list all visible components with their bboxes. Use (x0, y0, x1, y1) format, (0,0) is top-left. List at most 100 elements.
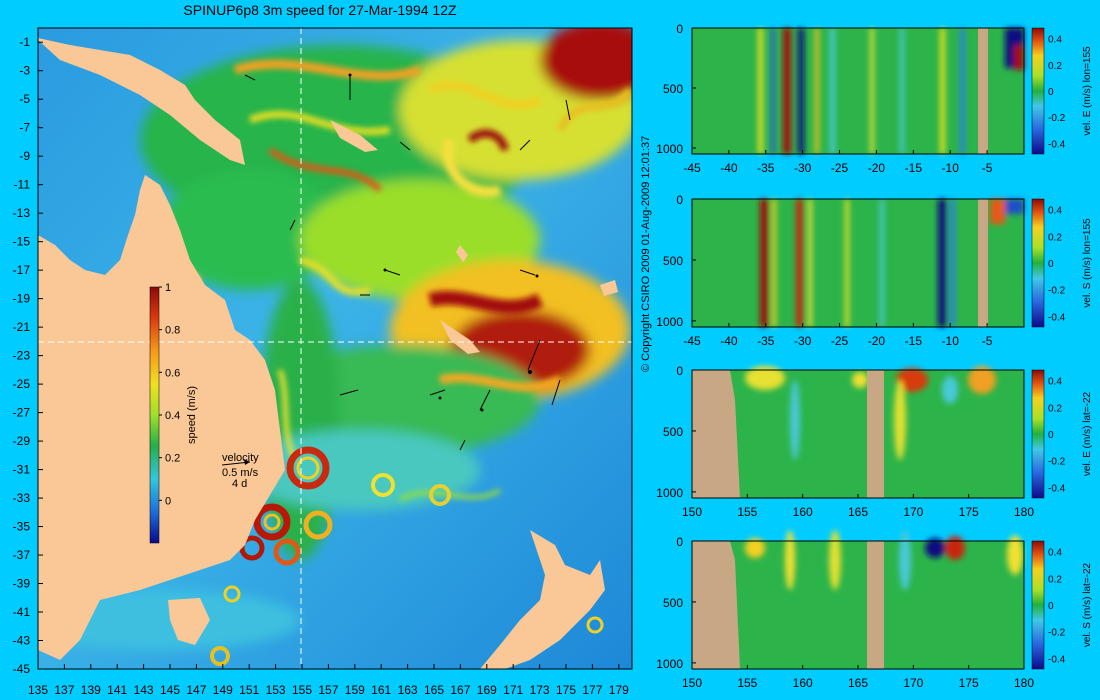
section-1-colorbar-tick: 0.4 (1048, 35, 1062, 46)
map-lon-tick-label: 143 (134, 683, 154, 697)
speed-colorbar-tick: 0.4 (165, 410, 180, 422)
map-lat-tick-label: -35 (13, 520, 31, 534)
section-3-x-tick-label: 160 (793, 505, 813, 519)
section-4-y-tick-label: 0 (676, 535, 683, 549)
map-lon-tick-label: 171 (503, 683, 523, 697)
colorbar-1 (1031, 27, 1045, 155)
section-3-colorbar-tick: 0 (1048, 430, 1054, 441)
section-3-colorbar-tick: 0.4 (1048, 377, 1062, 388)
section-2-colorbar-tick: -0.2 (1048, 286, 1066, 297)
section-2-y-tick-label: 0 (676, 193, 683, 207)
velocity-legend-arrowhead (244, 459, 250, 465)
section-4-x-tick-label: 175 (959, 676, 979, 690)
map-lon-tick-label: 139 (81, 683, 101, 697)
map-lat-tick-label: -13 (13, 206, 31, 220)
map-lon-tick-label: 135 (28, 683, 48, 697)
solomon-islands-land (330, 120, 378, 152)
map-lat-tick-label: -41 (13, 605, 31, 619)
eddies (210, 446, 604, 666)
speed-colorbar-tick: 0 (165, 495, 171, 507)
section-1-colorbar-tick: -0.2 (1048, 113, 1066, 124)
map-lat-tick-label: -7 (19, 121, 30, 135)
section-1-y-tick-label: 1000 (656, 142, 683, 156)
map-lon-tick-label: 155 (292, 683, 312, 697)
map-frame (37, 27, 633, 670)
map-lat-tick-label: -23 (13, 349, 31, 363)
new-zealand-land (480, 530, 605, 669)
velocity-legend-speed: 0.5 m/s (222, 467, 259, 479)
map-lat-tick-label: -1 (19, 35, 30, 49)
map-lat-tick-label: -33 (13, 491, 31, 505)
map-lon-tick-label: 163 (398, 683, 418, 697)
section-2-colorbar-tick: -0.4 (1048, 312, 1066, 323)
section-3-x-tick-label: 150 (682, 505, 702, 519)
speed-colorbar-tick: 0.2 (165, 453, 180, 465)
section-3-y-tick-label: 1000 (656, 486, 683, 500)
map-lat-tick-label: -21 (13, 320, 31, 334)
section-1-x-tick-label: -35 (757, 161, 775, 175)
map-lat-tick-label: -37 (13, 548, 31, 562)
section-2-x-tick-label: -30 (794, 334, 812, 348)
vanuatu-land (456, 245, 468, 262)
map-lon-tick-label: 175 (556, 683, 576, 697)
colorbar-4 (1031, 540, 1045, 670)
section-3-x-tick-label: 170 (903, 505, 923, 519)
map-lon-tick-label: 149 (213, 683, 233, 697)
section-2-y-tick-label: 1000 (656, 315, 683, 329)
section-4-y-tick-label: 500 (663, 596, 683, 610)
map-lon-tick-label: 161 (371, 683, 391, 697)
section-3-colorbar-tick: -0.4 (1048, 483, 1066, 494)
section-2-x-tick-label: -20 (868, 334, 886, 348)
colorbar-2 (1031, 198, 1045, 328)
map-lon-tick-label: 153 (266, 683, 286, 697)
section-1-x-tick-label: -40 (720, 161, 738, 175)
map-lat-tick-label: -9 (19, 149, 30, 163)
section-1-x-tick-label: -20 (868, 161, 886, 175)
section-4-colorbar-tick: 0.4 (1048, 548, 1062, 559)
section-3-x-tick-label: 165 (848, 505, 868, 519)
section-1-x-tick-label: -15 (905, 161, 923, 175)
new-guinea-land (38, 38, 245, 165)
map-lon-tick-label: 165 (424, 683, 444, 697)
section-2-x-tick-label: -45 (683, 334, 701, 348)
section-3-x-tick-label: 155 (737, 505, 757, 519)
australia-land (38, 175, 285, 660)
map-lat-tick-label: -31 (13, 463, 31, 477)
section-2-y-tick-label: 500 (663, 254, 683, 268)
tasmania-land (168, 598, 210, 645)
section-1-y-tick-label: 0 (676, 22, 683, 36)
section-2-x-tick-label: -25 (831, 334, 849, 348)
section-1-colorbar-tick: -0.4 (1048, 139, 1066, 150)
colorbar-3 (1031, 369, 1045, 499)
map-lat-tick-label: -43 (13, 634, 31, 648)
section-3-x-tick-label: 180 (1014, 505, 1034, 519)
vector-heads (348, 73, 539, 412)
new-caledonia-land (440, 320, 480, 354)
section-panel-2 (691, 198, 1025, 328)
section-1-colorbar-tick: 0 (1048, 87, 1054, 98)
section-4-x-tick-label: 160 (793, 676, 813, 690)
section-2-colorbar-tick: 0.2 (1048, 232, 1062, 243)
section-2-x-tick-label: -35 (757, 334, 775, 348)
section-2-x-tick-label: -10 (942, 334, 960, 348)
speed-colorbar-tick: 1 (165, 282, 171, 294)
map-lon-tick-label: 151 (239, 683, 259, 697)
section-1-x-tick-label: -5 (982, 161, 993, 175)
section-4-colorbar-tick: 0.2 (1048, 574, 1062, 585)
section-2-colorbar-label: vel. S (m/s) lon=155 (1082, 218, 1093, 308)
fiji-land (600, 280, 618, 296)
section-4-x-tick-label: 170 (903, 676, 923, 690)
section-1-x-tick-label: -25 (831, 161, 849, 175)
map-lat-tick-label: -19 (13, 292, 31, 306)
section-3-colorbar-label: vel. E (m/s) lat=-22 (1082, 391, 1093, 476)
section-4-colorbar-tick: -0.4 (1048, 654, 1066, 665)
section-1-colorbar-tick: 0.2 (1048, 61, 1062, 72)
section-4-colorbar-tick: -0.2 (1048, 628, 1066, 639)
section-panel-1 (691, 27, 1025, 155)
section-1-x-tick-label: -45 (683, 161, 701, 175)
section-panel-3 (691, 366, 1025, 499)
map-lon-tick-label: 173 (530, 683, 550, 697)
chart-title: SPINUP6p8 3m speed for 27-Mar-1994 12Z (183, 2, 457, 18)
map-lon-tick-label: 137 (54, 683, 74, 697)
